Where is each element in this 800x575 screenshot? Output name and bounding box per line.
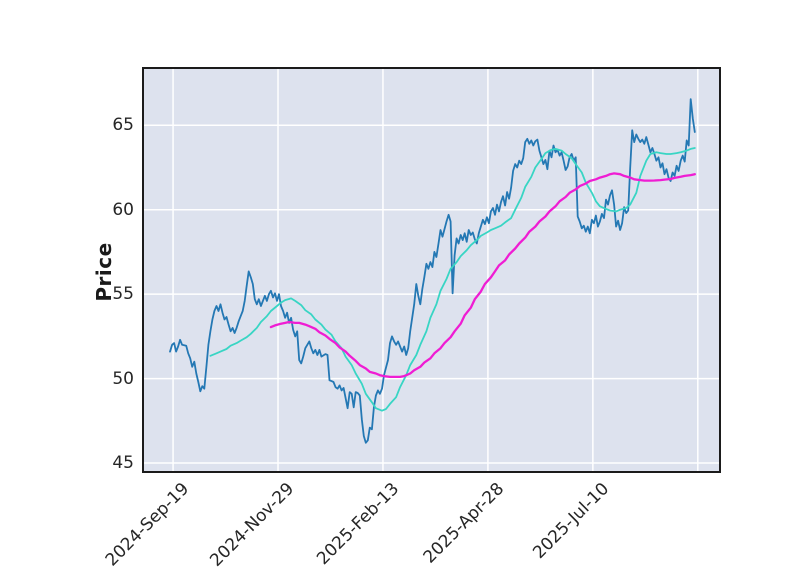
y-tick-label: 50 <box>112 368 134 389</box>
y-tick-label: 55 <box>112 284 134 305</box>
plot-svg <box>144 69 719 471</box>
x-tick-label: 2024-Sep-19 <box>101 479 194 571</box>
y-tick-label: 60 <box>112 199 134 220</box>
y-tick-label: 65 <box>112 115 134 136</box>
x-tick-label: 2025-Jul-10 <box>529 479 613 563</box>
ma_short-line <box>209 147 696 412</box>
x-tick-label: 2024-Nov-29 <box>206 479 299 571</box>
ma_long-line <box>269 172 696 379</box>
plot-area <box>142 67 721 473</box>
price-line <box>169 98 696 444</box>
x-tick-label: 2025-Feb-13 <box>313 479 404 569</box>
x-tick-label: 2025-Apr-28 <box>419 479 509 568</box>
y-tick-label: 45 <box>112 453 134 474</box>
